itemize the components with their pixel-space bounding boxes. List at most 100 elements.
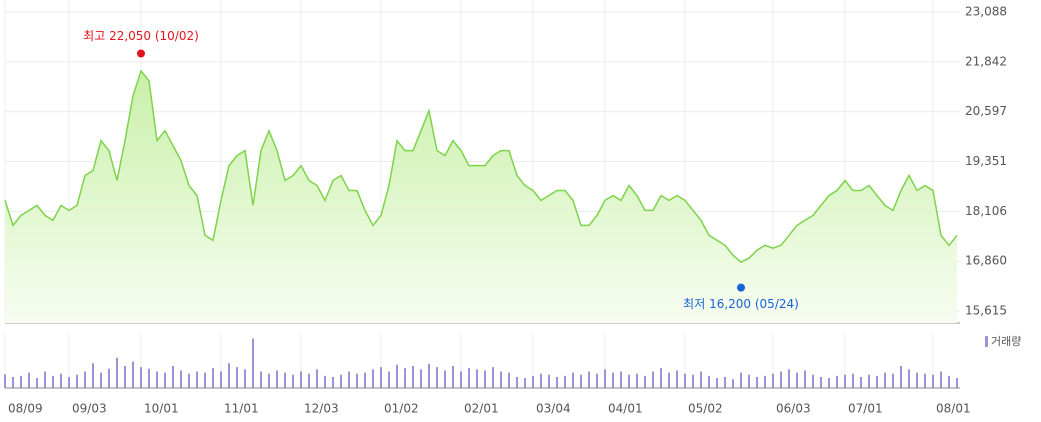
volume-bar [836,375,838,388]
volume-bar [452,366,454,388]
volume-bar [180,370,182,388]
volume-bar [828,378,830,388]
volume-bar [324,375,326,388]
volume-bar [764,375,766,388]
volume-bar [148,368,150,388]
volume-bar [508,372,510,388]
volume-bar [244,369,246,388]
volume-bar [36,378,38,388]
volume-bar [164,372,166,388]
volume-bar [868,374,870,388]
volume-bar [516,377,518,388]
volume-bar [748,374,750,388]
volume-bar [812,374,814,388]
volume-bar [212,368,214,388]
x-tick-label: 08/01 [936,402,971,416]
volume-bar [556,377,558,388]
volume-bar [260,371,262,388]
annotation-label: 최고 22,050 (10/02) [83,29,199,43]
volume-bar [316,369,318,388]
volume-bar [892,373,894,388]
volume-bar [76,374,78,388]
volume-bar [404,368,406,388]
volume-bar [92,363,94,388]
volume-bar [596,373,598,388]
annotation-dot [737,283,745,292]
volume-bar [652,371,654,388]
volume-bar [20,375,22,388]
volume-bar [796,372,798,388]
volume-bar [908,369,910,388]
volume-bar [468,368,470,388]
x-tick-label: 03/04 [536,402,571,416]
volume-bar [940,371,942,388]
volume-bar [300,371,302,388]
y-tick-label: 16,860 [965,254,1007,268]
volume-bar [68,377,70,388]
y-tick-label: 15,615 [965,304,1007,318]
volume-bar [644,375,646,388]
volume-bar [692,374,694,388]
volume-bar [436,367,438,388]
volume-bar [268,373,270,388]
volume-bar [628,374,630,388]
volume-bar [740,372,742,388]
volume-bar [660,368,662,388]
volume-bar [188,373,190,388]
volume-bar [308,373,310,388]
x-tick-label: 06/03 [776,402,811,416]
x-tick-label: 09/03 [72,402,107,416]
volume-bar [284,372,286,388]
volume-bar [124,366,126,388]
volume-bar [876,375,878,388]
volume-bar [532,375,534,388]
volume-bar [52,375,54,388]
volume-bar [884,372,886,388]
volume-bar [44,371,46,388]
volume-bar [220,371,222,388]
volume-bar [28,372,30,388]
volume-bar [116,357,118,388]
y-tick-label: 20,597 [965,104,1007,118]
volume-bar [932,374,934,388]
volume-bar [580,374,582,388]
volume-bar [756,377,758,388]
volume-bar [332,377,334,388]
volume-bar [676,370,678,388]
area-fill [5,70,957,324]
volume-bar [140,367,142,388]
volume-bar [732,379,734,388]
volume-bar [356,373,358,388]
volume-bar [772,373,774,388]
volume-bar [460,371,462,388]
volume-bar [364,372,366,388]
volume-bar [684,373,686,388]
volume-bar [492,367,494,388]
volume-bar [236,367,238,388]
y-tick-label: 19,351 [965,154,1007,168]
volume-bar [724,377,726,388]
volume-bar [388,371,390,388]
volume-bar [860,377,862,388]
x-tick-label: 02/01 [464,402,499,416]
x-tick-label: 08/09 [8,402,43,416]
volume-bar [172,366,174,388]
volume-bar [588,371,590,388]
volume-bar [604,369,606,388]
volume-bar [948,375,950,388]
volume-bar [276,370,278,388]
volume-bar [924,373,926,388]
volume-bar [636,373,638,388]
x-tick-label: 11/01 [224,402,259,416]
volume-bar [100,372,102,388]
volume-bar [572,372,574,388]
volume-bar [540,373,542,388]
volume-bar [780,371,782,388]
volume-bar [196,371,198,388]
volume-bar [372,369,374,388]
volume-bar [668,372,670,388]
volume-bar [252,338,254,388]
volume-bar [156,371,158,388]
volume-bar [420,369,422,388]
